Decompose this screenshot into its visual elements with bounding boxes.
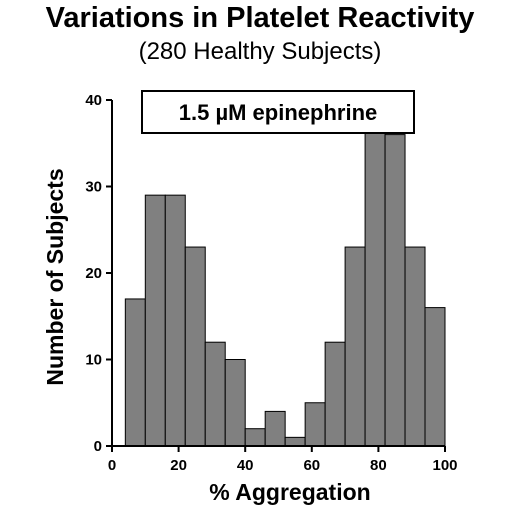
y-axis-title: Number of Subjects	[42, 168, 68, 385]
chart-subtitle: (280 Healthy Subjects)	[138, 38, 382, 65]
histogram-bar	[424, 307, 446, 447]
y-tick-label: 40	[85, 92, 102, 109]
x-tick-label: 100	[432, 457, 457, 474]
histogram-bar	[284, 436, 306, 447]
x-tick-label: 60	[303, 457, 320, 474]
x-tick-label: 80	[370, 457, 387, 474]
chart-title: Variations in Platelet Reactivity	[45, 2, 475, 34]
histogram-bar	[164, 194, 186, 447]
y-tick-label: 0	[94, 438, 102, 455]
histogram-bar	[224, 359, 246, 447]
histogram-bar	[204, 341, 226, 447]
y-tick-label: 10	[85, 352, 102, 369]
ticks-group: 0 10 20 30 40 0 20 40 60 80 100	[85, 92, 457, 474]
x-tick-label: 0	[108, 457, 116, 474]
histogram-bar	[184, 246, 206, 447]
histogram-bar	[304, 402, 326, 447]
histogram-bar	[384, 134, 406, 447]
y-tick-label: 20	[85, 265, 102, 282]
histogram-bar	[404, 246, 426, 447]
x-axis-title: % Aggregation	[209, 479, 370, 505]
histogram-bar	[124, 298, 146, 447]
annotation-group: 1.5 µM epinephrine	[141, 90, 415, 134]
x-tick-label: 20	[170, 457, 187, 474]
bars-group	[124, 125, 446, 447]
x-tick-label: 40	[237, 457, 254, 474]
histogram-bar	[144, 194, 166, 447]
annotation-text: 1.5 µM epinephrine	[179, 100, 378, 125]
histogram-bar	[244, 428, 266, 447]
annotation-box	[141, 90, 415, 134]
histogram-bar	[324, 341, 346, 447]
histogram-bar	[344, 246, 366, 447]
histogram-bar	[364, 125, 386, 447]
y-tick-label: 30	[85, 179, 102, 196]
histogram-bar	[264, 410, 286, 447]
